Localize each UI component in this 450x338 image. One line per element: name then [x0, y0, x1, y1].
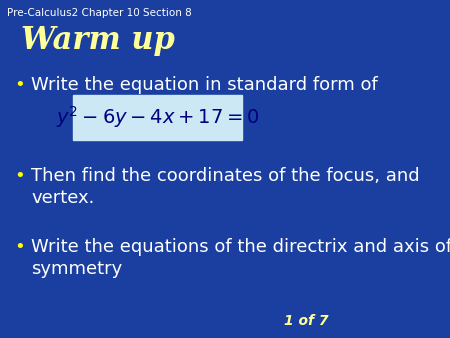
- FancyBboxPatch shape: [73, 95, 243, 140]
- Text: •: •: [14, 76, 25, 94]
- Text: Pre-Calculus2 Chapter 10 Section 8: Pre-Calculus2 Chapter 10 Section 8: [7, 8, 192, 19]
- Text: Write the equations of the directrix and axis of: Write the equations of the directrix and…: [31, 238, 450, 256]
- Text: •: •: [14, 167, 25, 185]
- Text: •: •: [14, 238, 25, 256]
- Text: vertex.: vertex.: [31, 189, 94, 207]
- Text: $y^2 - 6y - 4x + 17 = 0$: $y^2 - 6y - 4x + 17 = 0$: [56, 104, 259, 129]
- Text: Then find the coordinates of the focus, and: Then find the coordinates of the focus, …: [31, 167, 420, 185]
- Text: Warm up: Warm up: [21, 25, 175, 56]
- Text: 1 of 7: 1 of 7: [284, 314, 329, 328]
- Text: symmetry: symmetry: [31, 260, 122, 278]
- Text: Write the equation in standard form of: Write the equation in standard form of: [31, 76, 378, 94]
